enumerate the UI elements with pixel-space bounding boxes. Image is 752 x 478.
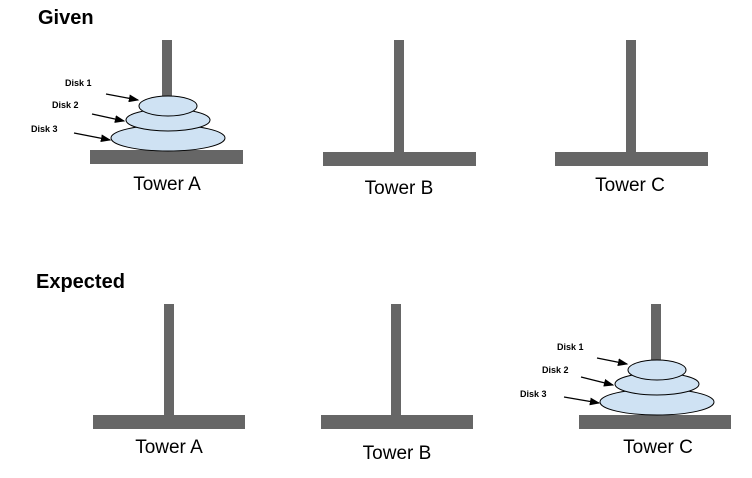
expected-title: Expected xyxy=(36,271,125,293)
given-disk-1 xyxy=(138,95,198,117)
given-tower-c-base xyxy=(555,152,708,166)
expected-tower-b: Tower B xyxy=(321,304,473,464)
given-tower-b: Tower B xyxy=(323,40,476,199)
given-tower-b-label: Tower B xyxy=(365,178,434,199)
given-tower-c-pole xyxy=(626,40,636,154)
expected-tower-c-label: Tower C xyxy=(623,437,693,458)
given-disk-3-arrow xyxy=(73,132,112,143)
expected-tower-b-label: Tower B xyxy=(363,443,432,464)
expected-disk-3-arrow xyxy=(563,396,601,406)
given-tower-b-pole xyxy=(394,40,404,154)
expected-tower-a-pole xyxy=(164,304,174,418)
expected-tower-b-base xyxy=(321,415,473,429)
given-disk-1-arrow xyxy=(105,93,140,103)
expected-tower-b-pole xyxy=(391,304,401,418)
given-section: Given Disk 1 Disk 2 Disk 3 Tower A Tower… xyxy=(31,7,708,199)
given-disk-3-label: Disk 3 xyxy=(31,124,58,134)
expected-disk-2-label: Disk 2 xyxy=(542,365,569,375)
expected-tower-a-base xyxy=(93,415,245,429)
expected-tower-c: Disk 1 Disk 2 Disk 3 Tower C xyxy=(520,304,731,458)
expected-disk-1 xyxy=(627,359,687,381)
given-tower-b-base xyxy=(323,152,476,166)
expected-disk-3-label: Disk 3 xyxy=(520,389,547,399)
given-tower-a-base xyxy=(90,150,243,164)
given-disk-2-label: Disk 2 xyxy=(52,100,79,110)
given-tower-c-label: Tower C xyxy=(595,175,665,196)
given-disk-2-arrow xyxy=(91,113,126,123)
given-title: Given xyxy=(38,7,94,29)
expected-section: Expected Tower A Tower B Disk 1 Disk 2 D… xyxy=(36,271,731,464)
expected-disk-1-label: Disk 1 xyxy=(557,342,584,352)
expected-disk-1-arrow xyxy=(596,357,629,367)
given-disk-1-label: Disk 1 xyxy=(65,78,92,88)
expected-tower-c-base xyxy=(579,415,731,429)
given-tower-a: Disk 1 Disk 2 Disk 3 Tower A xyxy=(31,40,243,195)
expected-tower-a: Tower A xyxy=(93,304,245,458)
given-tower-c: Tower C xyxy=(555,40,708,196)
expected-disk-2-arrow xyxy=(580,376,615,387)
given-tower-a-label: Tower A xyxy=(133,174,201,195)
expected-tower-a-label: Tower A xyxy=(135,437,203,458)
